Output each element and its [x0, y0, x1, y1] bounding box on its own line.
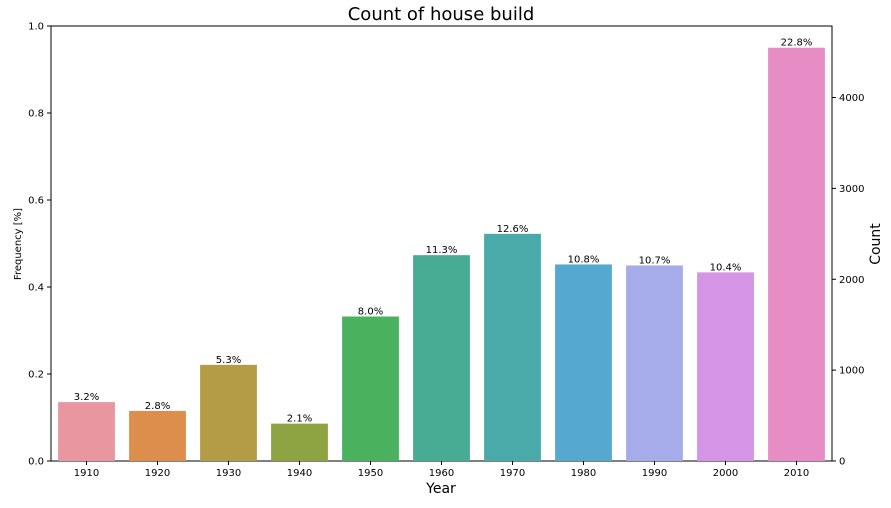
x-tick-label-1990: 1990	[642, 468, 667, 479]
x-axis-label: Year	[425, 481, 456, 497]
bar-1960	[413, 255, 470, 461]
bar-label-1970: 12.6%	[497, 224, 529, 235]
bar-1940	[271, 423, 328, 461]
bar-1930	[200, 364, 257, 461]
x-tick-label-1930: 1930	[216, 468, 241, 479]
bar-label-1920: 2.8%	[145, 401, 170, 412]
y-right-axis-label: Count	[868, 223, 884, 265]
x-tick-label-1960: 1960	[429, 468, 454, 479]
bar-label-1990: 10.7%	[639, 255, 671, 266]
x-tick-label-1980: 1980	[571, 468, 596, 479]
x-tick-label-1950: 1950	[358, 468, 383, 479]
y-right-tick-label: 4000	[839, 93, 864, 104]
bar-1980	[555, 264, 612, 461]
bar-1990	[626, 265, 683, 461]
bar-labels-group: 3.2% 2.8% 5.3% 2.1% 8.0% 11.3% 12.6% 10.8% 10.7%…	[74, 38, 813, 425]
x-axis-ticks: 1910 1920 1930 1940 1950 1960 1970 1980 1990 2000…	[74, 461, 809, 479]
y-left-tick-label: 1.0	[28, 22, 44, 33]
x-tick-label-2010: 2010	[784, 468, 809, 479]
y-left-tick-label: 0.4	[28, 283, 44, 294]
x-tick-label-1970: 1970	[500, 468, 525, 479]
x-tick-label-1940: 1940	[287, 468, 312, 479]
y-left-tick-label: 0.2	[28, 370, 44, 381]
y-left-axis-ticks: 0.0 0.2 0.4 0.6 0.8 1.0	[28, 22, 51, 468]
y-left-tick-label: 0.8	[28, 109, 44, 120]
bar-2010	[768, 47, 825, 461]
bar-label-2000: 10.4%	[710, 262, 742, 273]
y-right-tick-label: 0	[839, 457, 845, 468]
bar-label-2010: 22.8%	[781, 38, 813, 49]
bar-1920	[129, 410, 186, 461]
y-left-axis-label: Frequency [%]	[13, 208, 24, 280]
chart-title: Count of house build	[348, 4, 535, 25]
bar-label-1960: 11.3%	[426, 245, 458, 256]
bar-label-1930: 5.3%	[216, 355, 241, 366]
y-right-axis-ticks: 0 1000 2000 3000 4000	[832, 93, 864, 468]
bars-group	[58, 47, 825, 461]
y-left-tick-label: 0.6	[28, 196, 44, 207]
bar-1970	[484, 233, 541, 461]
x-tick-label-2000: 2000	[713, 468, 738, 479]
y-right-tick-label: 3000	[839, 184, 864, 195]
x-tick-label-1910: 1910	[74, 468, 99, 479]
bar-1910	[58, 402, 115, 461]
bar-label-1980: 10.8%	[568, 254, 600, 265]
bar-2000	[697, 272, 754, 461]
bar-label-1910: 3.2%	[74, 392, 99, 403]
x-tick-label-1920: 1920	[145, 468, 170, 479]
y-right-tick-label: 2000	[839, 275, 864, 286]
y-left-tick-label: 0.0	[28, 457, 44, 468]
y-right-tick-label: 1000	[839, 366, 864, 377]
bar-label-1950: 8.0%	[358, 307, 383, 318]
bar-label-1940: 2.1%	[287, 414, 312, 425]
bar-1950	[342, 316, 399, 461]
